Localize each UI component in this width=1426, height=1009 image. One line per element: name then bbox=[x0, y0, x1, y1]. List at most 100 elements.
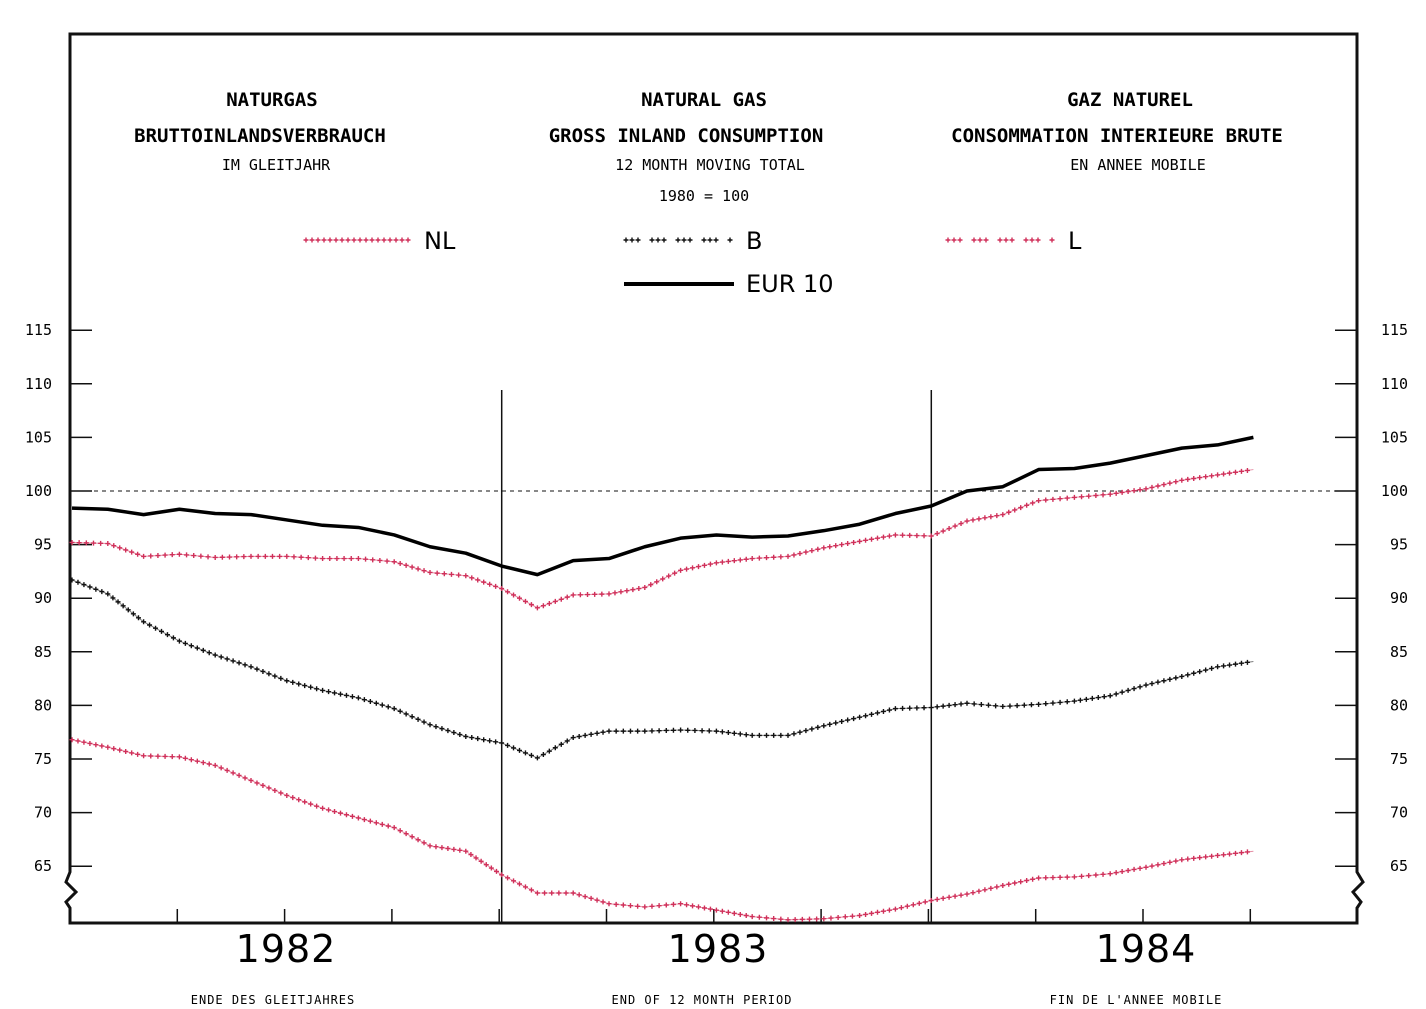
series-marker bbox=[99, 743, 105, 749]
series-marker bbox=[355, 556, 361, 562]
series-marker bbox=[1137, 684, 1143, 690]
series-marker bbox=[254, 666, 260, 672]
y-tick-label-right: 85 bbox=[1390, 643, 1408, 661]
y-tick-label-left: 115 bbox=[25, 321, 52, 339]
series-marker bbox=[1050, 700, 1056, 706]
series-marker bbox=[385, 823, 391, 829]
series-marker bbox=[797, 551, 803, 557]
series-marker bbox=[499, 586, 505, 592]
series-marker bbox=[934, 704, 940, 710]
series-marker bbox=[1227, 851, 1233, 857]
series-marker bbox=[656, 728, 662, 734]
series-marker bbox=[886, 707, 892, 713]
legend-label-eur10: EUR 10 bbox=[746, 270, 834, 298]
series-marker bbox=[115, 599, 121, 605]
series-marker bbox=[415, 566, 421, 572]
series-marker bbox=[642, 728, 648, 734]
legend-swatch bbox=[623, 237, 733, 243]
legend-marker bbox=[369, 237, 375, 243]
series-marker bbox=[254, 780, 260, 786]
series-marker bbox=[469, 735, 475, 741]
series-marker bbox=[236, 660, 242, 666]
series-marker bbox=[1077, 697, 1083, 703]
title-block-fr: GAZ NATUREL CONSOMMATION INTERIEURE BRUT… bbox=[951, 89, 1283, 174]
series-marker bbox=[451, 846, 457, 852]
series-marker bbox=[612, 590, 618, 596]
series-marker bbox=[205, 554, 211, 560]
title-block-en: NATURAL GAS GROSS INLAND CONSUMPTION 12 … bbox=[549, 89, 824, 205]
series-marker bbox=[803, 728, 809, 734]
series-marker bbox=[576, 733, 582, 739]
series-marker bbox=[278, 790, 284, 796]
series-marker bbox=[904, 903, 910, 909]
series-marker bbox=[135, 615, 141, 621]
series-marker bbox=[1014, 703, 1020, 709]
series-marker bbox=[1086, 873, 1092, 879]
legend-marker bbox=[1009, 237, 1015, 243]
series-marker bbox=[546, 748, 552, 754]
series-marker bbox=[1119, 869, 1125, 875]
series-marker bbox=[475, 736, 481, 742]
series-marker bbox=[570, 890, 576, 896]
series-marker bbox=[743, 556, 749, 562]
series-marker bbox=[291, 554, 297, 560]
series-marker bbox=[1000, 512, 1006, 518]
series-marker bbox=[1155, 862, 1161, 868]
series-marker bbox=[1185, 476, 1191, 482]
series-marker bbox=[302, 799, 308, 805]
series-marker bbox=[308, 801, 314, 807]
series-marker bbox=[821, 723, 827, 729]
series-marker bbox=[1203, 474, 1209, 480]
series-marker bbox=[618, 589, 624, 595]
title-en: NATURAL GAS bbox=[641, 89, 767, 111]
series-marker bbox=[654, 579, 660, 585]
chart-border bbox=[64, 32, 1365, 925]
series-marker bbox=[892, 532, 898, 538]
series-marker bbox=[706, 728, 712, 734]
series-marker bbox=[600, 899, 606, 905]
series-marker bbox=[298, 554, 304, 560]
series-marker bbox=[799, 916, 805, 922]
series-marker bbox=[93, 586, 99, 592]
series-marker bbox=[1191, 670, 1197, 676]
series-marker bbox=[663, 727, 669, 733]
series-marker bbox=[528, 752, 534, 758]
series-marker bbox=[206, 761, 212, 767]
series-marker bbox=[421, 568, 427, 574]
legend-item-eur10: EUR 10 bbox=[624, 270, 834, 298]
series-marker bbox=[162, 552, 168, 558]
series-marker bbox=[821, 916, 827, 922]
series-marker bbox=[296, 681, 302, 687]
series-marker bbox=[764, 555, 770, 561]
series-marker bbox=[1221, 852, 1227, 858]
series-marker bbox=[785, 553, 791, 559]
series-marker bbox=[1233, 469, 1238, 475]
series-marker bbox=[985, 702, 991, 708]
series-marker bbox=[988, 885, 994, 891]
series-marker bbox=[1197, 855, 1203, 861]
series-marker bbox=[863, 911, 869, 917]
legend-marker bbox=[357, 237, 363, 243]
series-marker bbox=[592, 591, 598, 597]
series-marker bbox=[907, 532, 913, 538]
series-marker bbox=[1079, 494, 1085, 500]
series-marker bbox=[1143, 864, 1149, 870]
series-marker bbox=[827, 721, 833, 727]
legend-marker bbox=[707, 237, 713, 243]
series-marker bbox=[534, 755, 540, 761]
series-marker bbox=[743, 913, 749, 919]
legend-marker bbox=[333, 237, 339, 243]
series-marker bbox=[499, 740, 505, 746]
series-marker bbox=[928, 898, 934, 904]
series-marker bbox=[511, 745, 517, 751]
series-marker bbox=[635, 728, 641, 734]
legend-marker bbox=[321, 237, 327, 243]
series-marker bbox=[684, 902, 690, 908]
series-marker bbox=[1209, 665, 1215, 671]
series-marker bbox=[487, 581, 493, 587]
series-marker bbox=[1012, 507, 1018, 513]
legend-item-nl: NL bbox=[303, 227, 456, 255]
series-marker bbox=[379, 821, 385, 827]
series-marker bbox=[1113, 870, 1119, 876]
series-marker bbox=[849, 913, 855, 919]
